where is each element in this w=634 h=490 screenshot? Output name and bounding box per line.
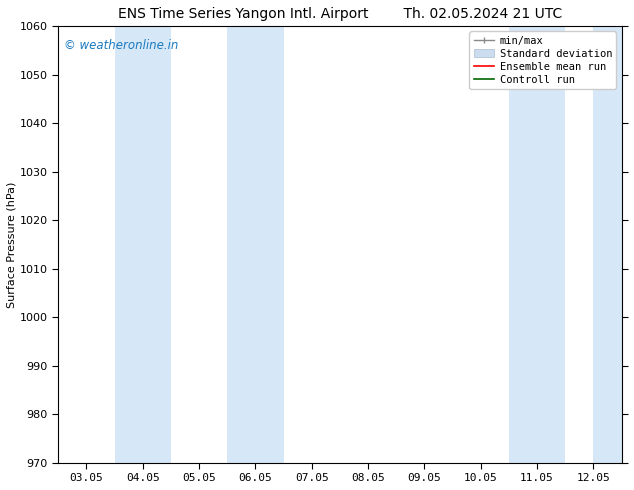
Bar bbox=[115, 26, 171, 463]
Bar bbox=[227, 26, 283, 463]
Bar bbox=[509, 26, 565, 463]
Bar bbox=[593, 26, 621, 463]
Title: ENS Time Series Yangon Intl. Airport        Th. 02.05.2024 21 UTC: ENS Time Series Yangon Intl. Airport Th.… bbox=[118, 7, 562, 21]
Legend: min/max, Standard deviation, Ensemble mean run, Controll run: min/max, Standard deviation, Ensemble me… bbox=[469, 31, 616, 89]
Text: © weatheronline.in: © weatheronline.in bbox=[64, 39, 178, 52]
Y-axis label: Surface Pressure (hPa): Surface Pressure (hPa) bbox=[7, 181, 17, 308]
